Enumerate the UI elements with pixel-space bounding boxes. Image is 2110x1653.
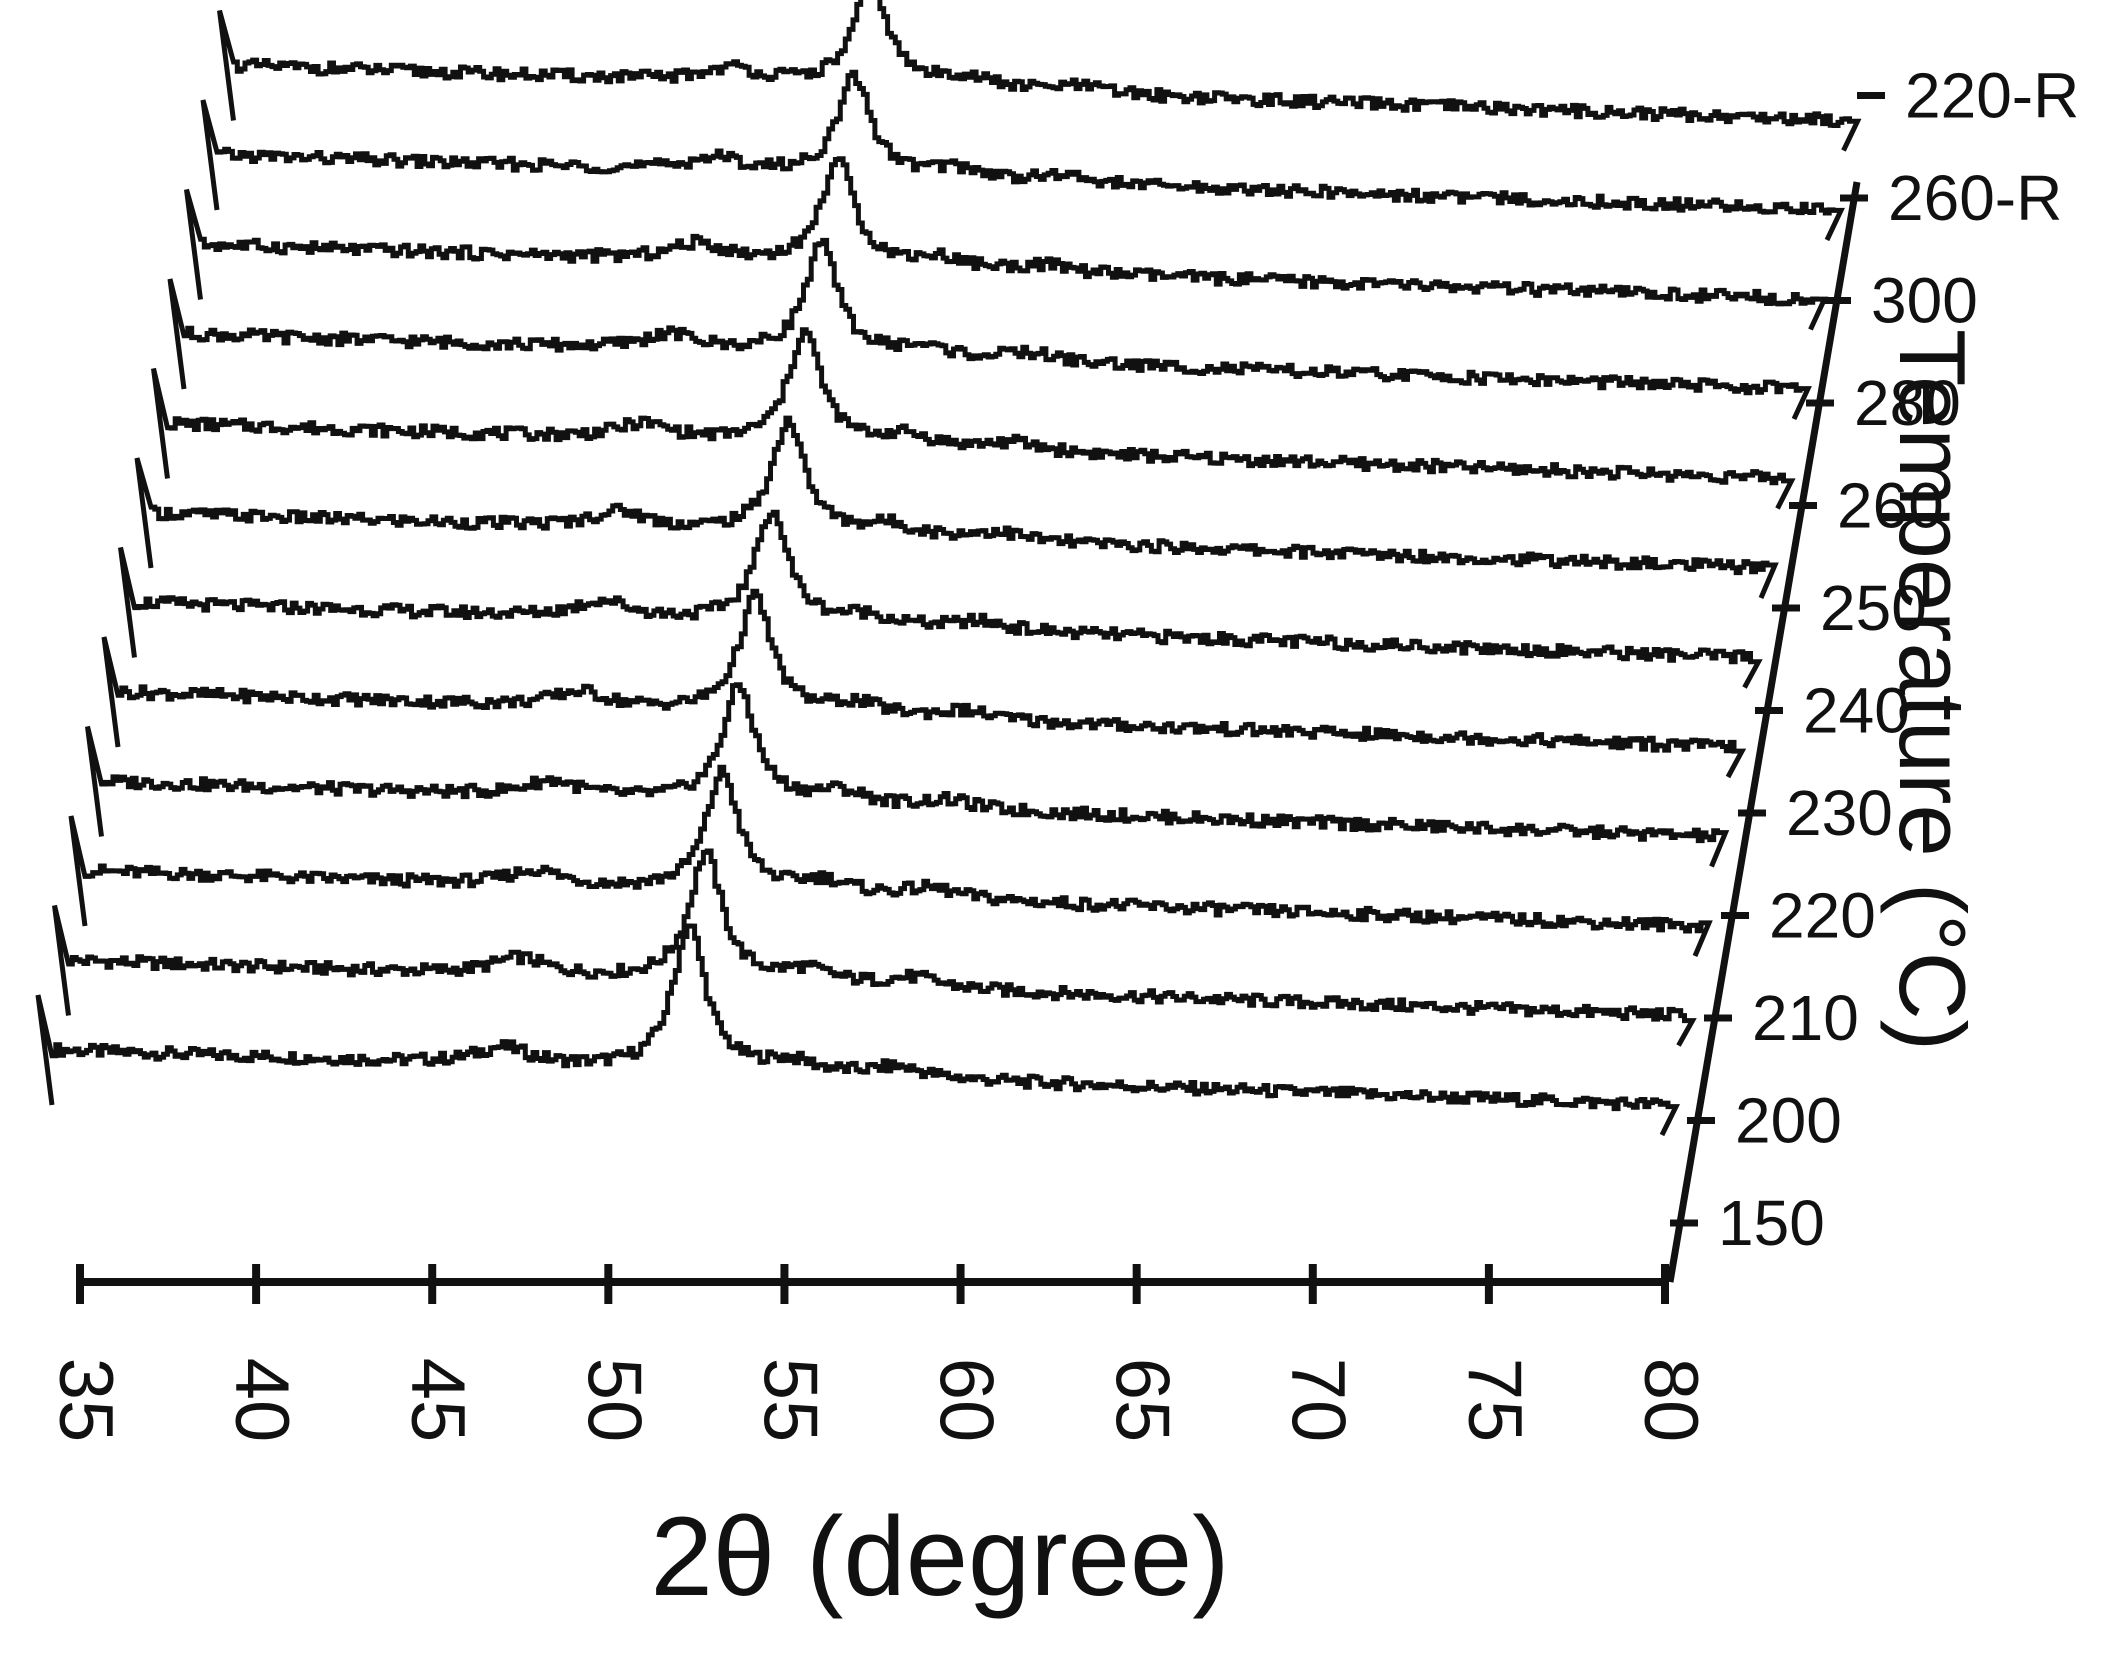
series-150-fill [38,926,1676,1135]
temperature-ticks: 220-R 260-R 300 280 260 250 240 230 220 210 200 150 [1666,60,2079,1283]
temperature-label-250: 250 [1820,572,1927,644]
temperature-axis-line [1666,181,1861,1283]
x-tick-label-75: 75 [1452,1358,1537,1443]
temperature-label-230: 230 [1786,777,1893,849]
series-line-260 [151,327,1796,510]
series-300-fill [186,158,1825,330]
x-tick-label-35: 35 [43,1358,128,1443]
x-tick-label-70: 70 [1276,1358,1361,1443]
x-tick-label-55: 55 [747,1358,832,1443]
temperature-label-260-R: 260-R [1888,162,2062,234]
x-axis-title: 2θ (degree) [650,1494,1229,1619]
x-tick-label-80: 80 [1628,1358,1713,1443]
series-line-210 [68,764,1713,957]
series-line-250 [134,415,1779,599]
temperature-label-300: 300 [1871,265,1978,337]
x-tick-label-40: 40 [219,1358,304,1443]
series-line-220 [85,682,1730,868]
x-tick-label-60: 60 [923,1358,1008,1443]
temperature-label-240: 240 [1803,675,1910,747]
x-tick-label-45: 45 [395,1358,480,1443]
series-line-280 [167,237,1812,421]
temperature-label-220-R: 220-R [1905,60,2079,132]
series-line-230 [101,588,1747,779]
temperature-label-220: 220 [1769,880,1876,952]
series-line-240 [118,509,1763,689]
temperature-axis-title: Temperature (°C) [1880,329,1985,1051]
series-260-R-fill [203,72,1841,240]
temperature-label-150: 150 [1718,1187,1825,1259]
series-220-R-fill [219,0,1858,151]
series-line-300 [184,156,1829,331]
x-tick-label-50: 50 [571,1358,656,1443]
temperature-label-260: 260 [1837,470,1944,542]
series-line-260-R [200,69,1845,242]
series-280-fill [170,240,1808,419]
x-ticks: 35 40 45 50 55 60 65 70 75 80 [43,1264,1713,1442]
series-line-150 [35,923,1681,1137]
series-line-200 [52,848,1697,1047]
temperature-label-280: 280 [1854,367,1961,439]
series-250-fill [137,418,1775,598]
series-260-fill [153,329,1792,509]
series-line-220-R [217,0,1862,152]
series-layer [35,0,1862,1137]
temperature-label-210: 210 [1752,982,1859,1054]
x-tick-label-65: 65 [1100,1358,1185,1443]
temperature-label-200: 200 [1735,1085,1842,1157]
